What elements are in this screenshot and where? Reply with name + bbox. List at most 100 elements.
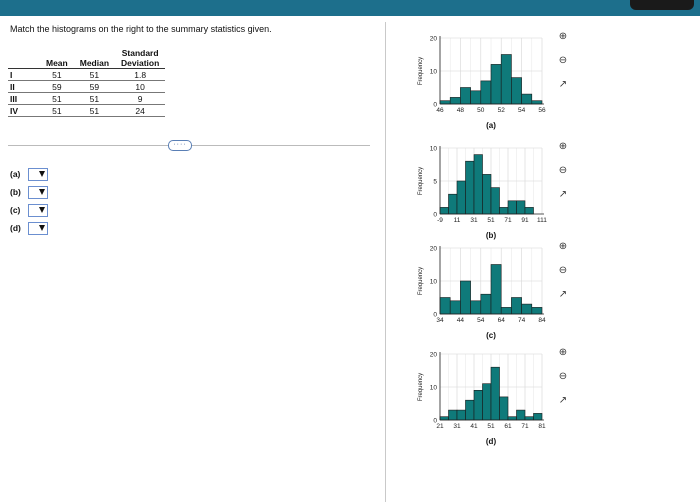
histogram-a: 0 10 20 46 48 50 52 54 56 Frequency (a) bbox=[418, 36, 546, 131]
zoom-out-icon[interactable]: ⊖ bbox=[558, 371, 568, 382]
histogram-bar bbox=[460, 87, 471, 105]
row-median: 59 bbox=[73, 80, 116, 93]
histogram-bar bbox=[456, 180, 466, 215]
y-axis-label: Frequency bbox=[418, 373, 424, 401]
histogram-bar bbox=[470, 300, 482, 315]
open-new-window-icon[interactable]: ↗ bbox=[558, 79, 568, 90]
open-new-window-icon[interactable]: ↗ bbox=[558, 289, 568, 300]
zoom-in-icon[interactable]: ⊕ bbox=[558, 31, 568, 42]
row-mean: 59 bbox=[40, 80, 74, 93]
x-tick-label: 56 bbox=[538, 107, 546, 114]
histogram-bar bbox=[500, 307, 512, 315]
x-tick-label: 31 bbox=[453, 423, 461, 430]
open-new-window-icon[interactable]: ↗ bbox=[558, 395, 568, 406]
table-row: I 51 51 1.8 bbox=[8, 68, 166, 81]
histogram-c: 0 10 20 34 44 54 64 74 84 Frequency (c) bbox=[418, 246, 546, 341]
histogram-bar bbox=[449, 97, 461, 105]
histogram-bar bbox=[511, 77, 522, 105]
y-tick-label: 20 bbox=[430, 352, 438, 359]
histogram-bar bbox=[499, 396, 509, 421]
header-mean: Mean bbox=[40, 44, 74, 69]
more-options-button[interactable]: ···· bbox=[168, 140, 192, 151]
histogram-bar bbox=[533, 413, 543, 421]
y-tick-label: 20 bbox=[430, 36, 438, 43]
y-tick-label: 10 bbox=[430, 69, 438, 76]
open-new-window-icon[interactable]: ↗ bbox=[558, 189, 568, 200]
answer-label: (d) bbox=[10, 223, 21, 233]
answer-label: (b) bbox=[10, 187, 21, 197]
zoom-in-icon[interactable]: ⊕ bbox=[558, 347, 568, 358]
histogram-bar bbox=[480, 293, 492, 315]
zoom-in-icon[interactable]: ⊕ bbox=[558, 241, 568, 252]
x-tick-label: -9 bbox=[437, 217, 443, 224]
histogram-bar bbox=[482, 383, 492, 421]
histogram-bar bbox=[482, 174, 492, 215]
x-tick-label: 71 bbox=[504, 217, 512, 224]
histogram-bar bbox=[439, 416, 449, 421]
histogram-b: 0 5 10 -9 11 31 51 71 91 111 Frequency (b) bbox=[418, 146, 547, 241]
table-row: III 51 51 9 bbox=[8, 92, 166, 105]
zoom-out-icon[interactable]: ⊖ bbox=[558, 265, 568, 276]
histogram-bar bbox=[524, 416, 534, 421]
y-axis-label: Frequency bbox=[418, 57, 424, 85]
histogram-bar bbox=[465, 399, 475, 421]
histogram-bar bbox=[516, 200, 526, 215]
x-tick-label: 61 bbox=[504, 423, 512, 430]
dropdown-arrow-icon bbox=[39, 225, 45, 231]
zoom-out-icon[interactable]: ⊖ bbox=[558, 165, 568, 176]
histogram-caption: (b) bbox=[486, 231, 497, 240]
x-tick-label: 54 bbox=[477, 317, 485, 324]
answer-dropdown-b[interactable] bbox=[28, 185, 48, 199]
answer-dropdown-d[interactable] bbox=[28, 221, 48, 235]
histogram-bar bbox=[448, 193, 458, 215]
histogram-bar bbox=[531, 307, 543, 315]
histogram-caption: (a) bbox=[486, 121, 496, 130]
histogram-bar bbox=[465, 160, 475, 215]
answer-row-d: (d) bbox=[10, 220, 48, 236]
x-tick-label: 11 bbox=[454, 217, 461, 224]
x-tick-label: 64 bbox=[498, 317, 506, 324]
row-mean: 51 bbox=[40, 68, 74, 81]
row-mean: 51 bbox=[40, 104, 74, 117]
histogram-bar bbox=[448, 409, 458, 421]
y-tick-label: 0 bbox=[433, 212, 437, 219]
histogram-bar bbox=[439, 100, 451, 105]
histogram-bar bbox=[449, 300, 461, 315]
answer-dropdown-c[interactable] bbox=[28, 203, 48, 217]
y-axis-label: Frequency bbox=[418, 267, 424, 295]
top-bar-button[interactable] bbox=[630, 0, 694, 10]
zoom-out-icon[interactable]: ⊖ bbox=[558, 55, 568, 66]
dropdown-arrow-icon bbox=[39, 171, 45, 177]
x-tick-label: 50 bbox=[477, 107, 485, 114]
histogram-bar bbox=[507, 416, 517, 421]
x-tick-label: 81 bbox=[538, 423, 546, 430]
histogram-bar bbox=[473, 154, 483, 215]
x-tick-label: 84 bbox=[538, 317, 546, 324]
histogram-bar bbox=[507, 200, 517, 215]
histogram-bar bbox=[456, 409, 466, 421]
answer-dropdown-a[interactable] bbox=[28, 167, 48, 181]
dropdown-arrow-icon bbox=[39, 207, 45, 213]
vertical-divider bbox=[385, 22, 386, 502]
y-tick-label: 0 bbox=[433, 312, 437, 319]
x-tick-label: 71 bbox=[521, 423, 529, 430]
histogram-bar bbox=[480, 80, 492, 105]
table-row: IV 51 51 24 bbox=[8, 104, 166, 117]
header-median: Median bbox=[73, 44, 116, 69]
x-tick-label: 31 bbox=[470, 217, 478, 224]
x-tick-label: 74 bbox=[518, 317, 526, 324]
x-tick-label: 54 bbox=[518, 107, 526, 114]
row-sd: 24 bbox=[115, 104, 166, 117]
x-tick-label: 51 bbox=[487, 217, 495, 224]
x-tick-label: 46 bbox=[436, 107, 444, 114]
x-tick-label: 48 bbox=[457, 107, 465, 114]
header-blank bbox=[8, 44, 40, 69]
histogram-bar bbox=[511, 297, 522, 315]
x-tick-label: 51 bbox=[487, 423, 495, 430]
summary-statistics-table: Mean Median Standard Deviation I 51 51 1.… bbox=[8, 44, 166, 117]
row-median: 51 bbox=[73, 68, 116, 81]
y-tick-label: 10 bbox=[430, 146, 438, 153]
x-tick-label: 21 bbox=[436, 423, 444, 430]
zoom-in-icon[interactable]: ⊕ bbox=[558, 141, 568, 152]
header-sd-line2: Deviation bbox=[121, 58, 160, 68]
